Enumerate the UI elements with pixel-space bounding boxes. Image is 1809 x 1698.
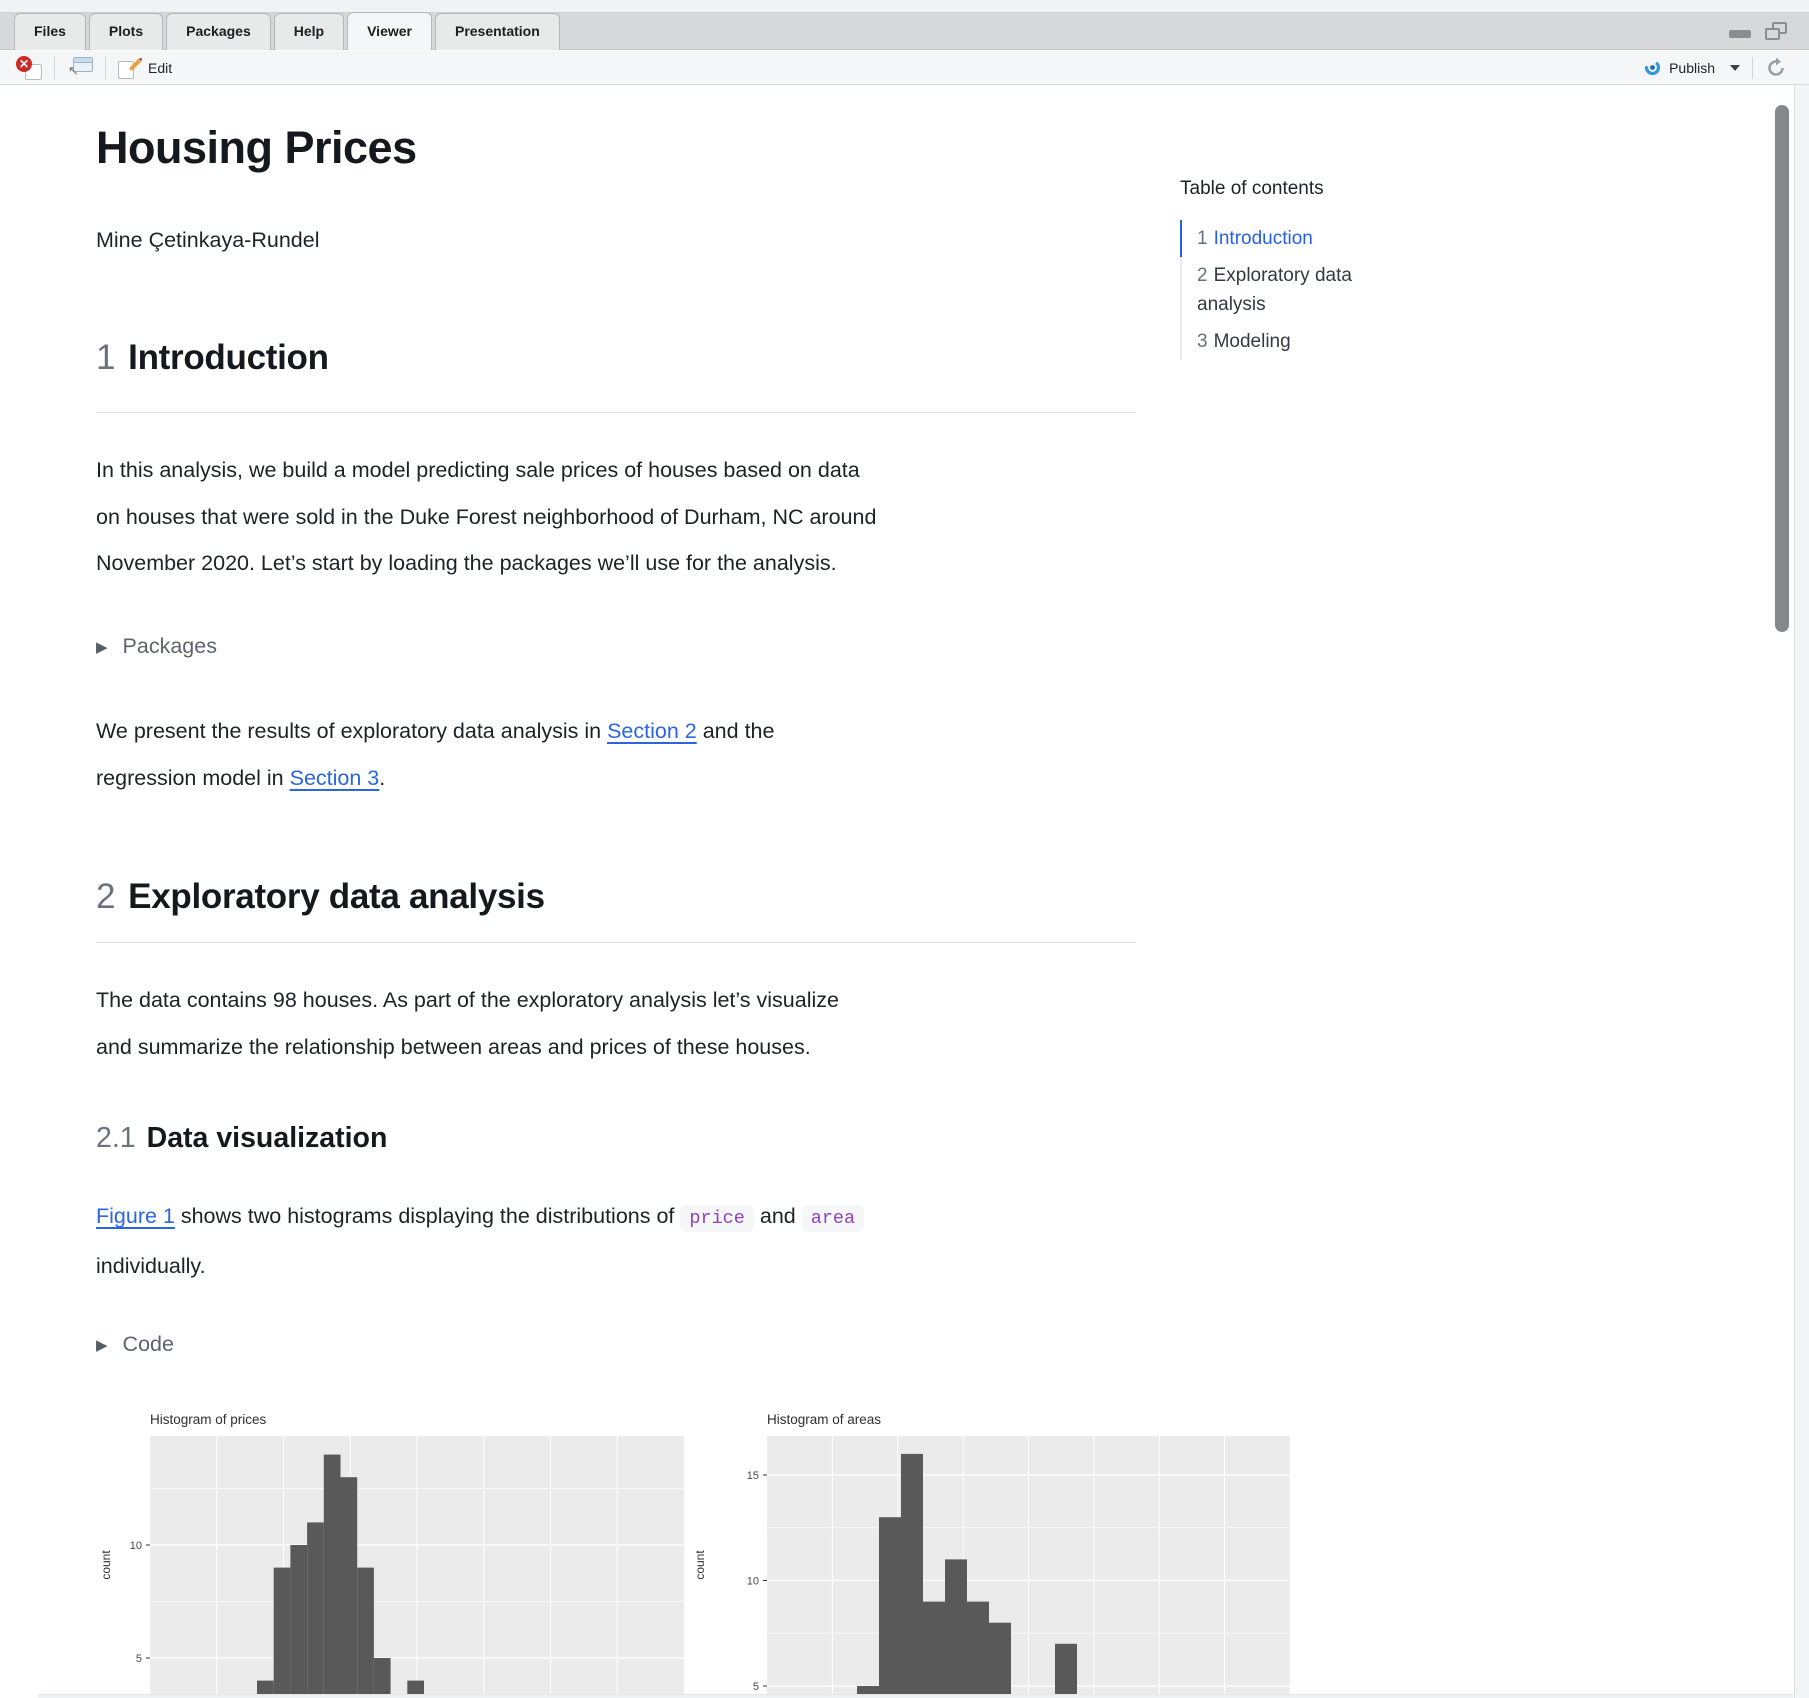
- collapsed-triangle-icon: ▶: [96, 1336, 108, 1354]
- dataviz-paragraph-1: Figure 1 shows two histograms displaying…: [96, 1193, 1166, 1289]
- svg-text:Histogram of areas: Histogram of areas: [767, 1412, 881, 1427]
- svg-text:5: 5: [753, 1681, 759, 1693]
- tab-help[interactable]: Help: [273, 13, 345, 50]
- open-in-new-window-icon[interactable]: ↖: [67, 56, 93, 79]
- histogram-of-prices-plot: 5 10 Histogram of prices count: [99, 1412, 684, 1694]
- vertical-scrollbar[interactable]: [1775, 105, 1789, 632]
- content-cutoff-strip: [38, 1694, 1793, 1698]
- svg-text:count: count: [99, 1550, 113, 1580]
- table-of-contents: Table of contents 1 Introduction 2 Explora…: [1180, 178, 1470, 360]
- tab-viewer[interactable]: Viewer: [347, 12, 432, 50]
- collapsed-triangle-icon: ▶: [96, 638, 108, 656]
- pane-right-edge: [1794, 85, 1809, 1698]
- heading-exploratory-data-analysis: 2 Exploratory data analysis: [96, 877, 545, 916]
- svg-text:Histogram of prices: Histogram of prices: [150, 1412, 267, 1427]
- histogram-of-areas-plot: 5 10 15 Histogram of areas count: [693, 1412, 1290, 1694]
- clear-viewer-icon[interactable]: ✕: [16, 55, 42, 80]
- pane-tab-bar: Files Plots Packages Help Viewer Present…: [0, 12, 1809, 50]
- page-author: Mine Çetinkaya-Rundel: [96, 228, 320, 252]
- minimize-pane-icon[interactable]: [1729, 30, 1751, 38]
- refresh-icon[interactable]: [1765, 57, 1787, 79]
- intro-paragraph-1: In this analysis, we build a model predi…: [96, 458, 877, 575]
- inline-code: price: [680, 1205, 754, 1232]
- tab-presentation[interactable]: Presentation: [434, 13, 560, 50]
- edit-pencil-icon: [118, 57, 142, 79]
- edit-button[interactable]: Edit: [118, 57, 172, 79]
- eda-paragraph-1: The data contains 98 houses. As part of …: [96, 988, 839, 1059]
- publish-button[interactable]: Publish: [1644, 59, 1740, 76]
- toc-item-introduction[interactable]: 1 Introduction: [1180, 220, 1395, 257]
- maximize-pane-icon[interactable]: [1765, 22, 1787, 40]
- toc-heading: Table of contents: [1180, 178, 1324, 199]
- pane-tabs: Files Plots Packages Help Viewer Present…: [14, 12, 563, 50]
- edit-button-label: Edit: [148, 59, 173, 76]
- publish-caret-icon: [1730, 64, 1740, 71]
- viewer-toolbar: ✕ ↖ Edit Publish: [0, 51, 1809, 85]
- svg-text:5: 5: [136, 1653, 142, 1665]
- pane-top-strip: [0, 0, 1809, 13]
- pane-window-controls: [1729, 22, 1787, 40]
- tab-packages[interactable]: Packages: [166, 13, 271, 50]
- svg-text:15: 15: [747, 1470, 759, 1482]
- inline-link[interactable]: Section 3: [289, 765, 380, 790]
- figure-1-histograms: 5 10 Histogram of prices count 5 10 15 Histogr…: [96, 1400, 1290, 1694]
- tab-plots[interactable]: Plots: [88, 13, 164, 50]
- heading-divider: [96, 942, 1136, 943]
- inline-link[interactable]: Section 2: [607, 719, 697, 743]
- packages-collapsible[interactable]: ▶ Packages: [96, 634, 217, 658]
- svg-text:10: 10: [747, 1576, 759, 1588]
- inline-code: area: [801, 1205, 865, 1232]
- code-collapsible[interactable]: ▶ Code: [96, 1332, 174, 1356]
- page-title: Housing Prices: [96, 122, 417, 173]
- toc-item-exploratory-data-analysis[interactable]: 2 Exploratory data analysis: [1180, 257, 1395, 323]
- publish-icon: [1644, 59, 1661, 76]
- svg-text:10: 10: [130, 1540, 142, 1552]
- inline-link[interactable]: Figure 1: [96, 1204, 175, 1228]
- heading-divider: [96, 412, 1136, 413]
- toc-item-modeling[interactable]: 3 Modeling: [1180, 323, 1395, 360]
- heading-data-visualization: 2.1 Data visualization: [96, 1122, 388, 1154]
- publish-button-label: Publish: [1669, 59, 1715, 76]
- svg-text:count: count: [693, 1550, 707, 1580]
- tab-files[interactable]: Files: [14, 13, 86, 50]
- intro-paragraph-2: We present the results of exploratory da…: [96, 719, 775, 790]
- heading-introduction: 1 Introduction: [96, 338, 329, 377]
